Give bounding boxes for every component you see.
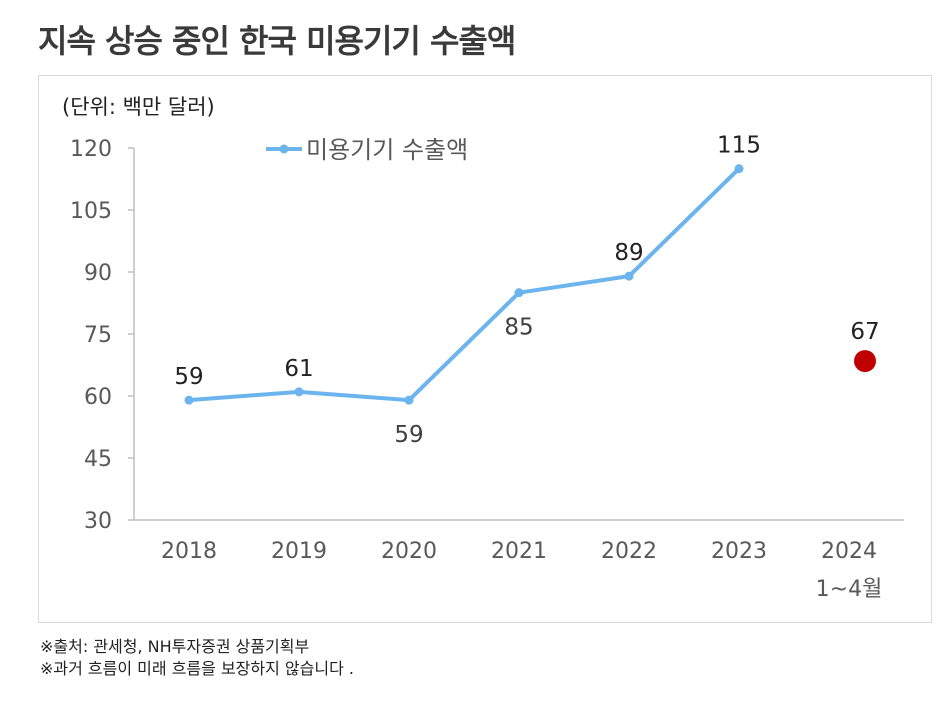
- data-point: [514, 288, 524, 298]
- y-tick-label: 60: [84, 385, 112, 410]
- x-tick-label: 2021: [491, 539, 547, 564]
- data-label: 59: [394, 422, 423, 448]
- x-tick-label: 2018: [161, 539, 217, 564]
- data-point: [184, 395, 194, 405]
- highlight-label: 67: [850, 319, 879, 345]
- legend-marker: [279, 144, 289, 154]
- disclaimer-line: ※과거 흐름이 미래 흐름을 보장하지 않습니다 .: [40, 659, 354, 678]
- y-tick-label: 75: [84, 323, 112, 348]
- data-label: 115: [717, 133, 761, 159]
- unit-note: (단위: 백만 달러): [62, 95, 215, 119]
- data-label: 61: [284, 356, 313, 382]
- y-tick-label: 30: [84, 509, 112, 534]
- x-tick-label: 2023: [711, 539, 767, 564]
- data-label: 85: [504, 315, 533, 341]
- source-notes: ※출처: 관세청, NH투자증권 상품기획부 ※과거 흐름이 미래 흐름을 보장…: [40, 636, 354, 680]
- x-tick-label: 2024: [821, 539, 877, 564]
- y-tick-label: 120: [70, 137, 112, 162]
- data-point: [404, 395, 414, 405]
- y-tick-label: 45: [84, 447, 112, 472]
- legend-label: 미용기기 수출액: [306, 136, 468, 164]
- y-tick-label: 105: [70, 199, 112, 224]
- chart-panel: [38, 75, 932, 623]
- x-tick-label: 1~4월: [816, 577, 883, 602]
- x-tick-label: 2020: [381, 539, 437, 564]
- x-tick-label: 2019: [271, 539, 327, 564]
- data-label: 89: [614, 240, 643, 266]
- series-line: [188, 167, 741, 403]
- data-point: [294, 387, 304, 397]
- data-label: 59: [174, 364, 203, 390]
- source-line: ※출처: 관세청, NH투자증권 상품기획부: [40, 637, 310, 656]
- data-point: [734, 164, 744, 174]
- chart-title: 지속 상승 중인 한국 미용기기 수출액: [38, 22, 516, 60]
- x-tick-label: 2022: [601, 539, 657, 564]
- highlight-point: [854, 350, 876, 373]
- data-point: [624, 271, 634, 281]
- y-tick-label: 90: [84, 261, 112, 286]
